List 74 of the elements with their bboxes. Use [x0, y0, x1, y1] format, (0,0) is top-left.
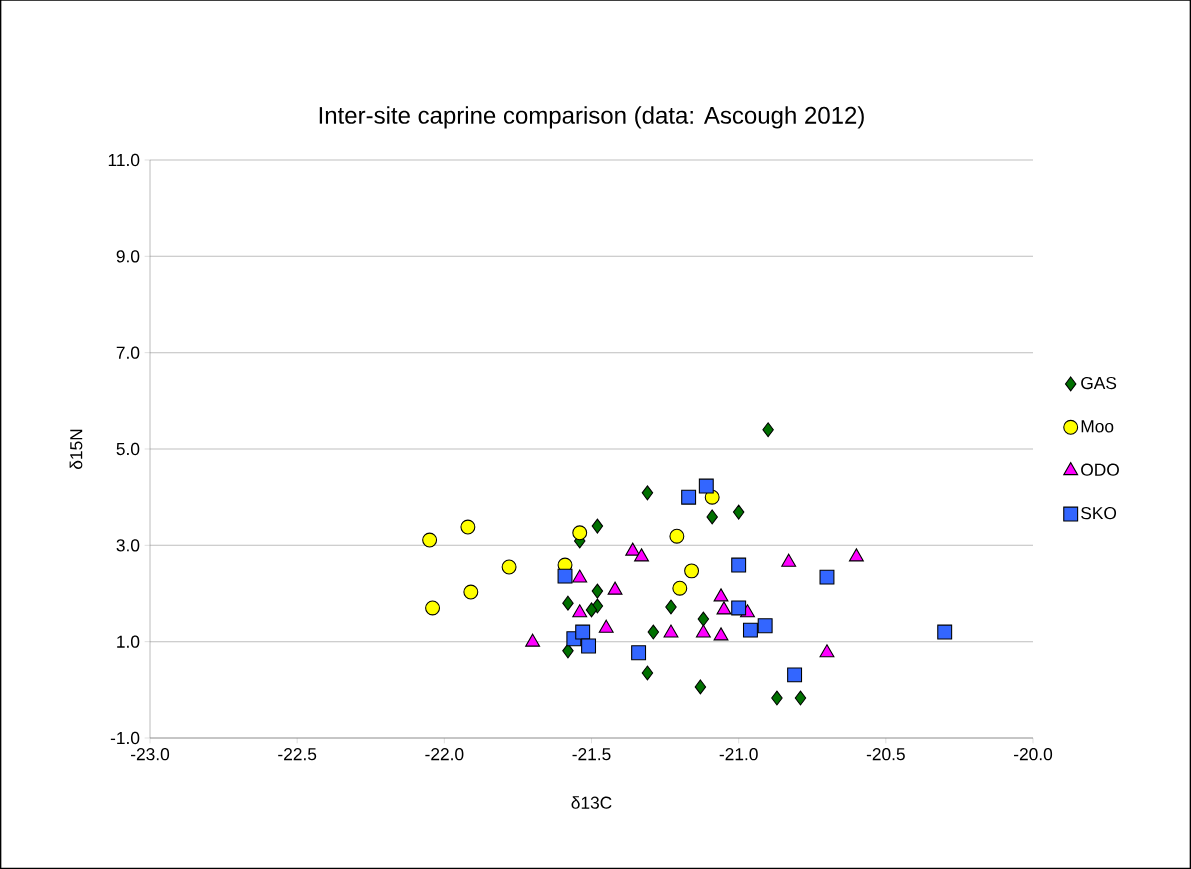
point — [625, 542, 641, 556]
point — [641, 665, 654, 681]
point — [665, 599, 677, 615]
point — [672, 580, 688, 596]
point — [697, 611, 710, 627]
y-axis-title: δ15N — [69, 429, 83, 469]
point — [607, 581, 623, 595]
point — [647, 624, 660, 640]
point — [669, 528, 685, 544]
x-tick-label: -23.0 — [131, 748, 170, 761]
y-tick-label: -1.0 — [110, 731, 140, 745]
chart-title: Inter-site caprine comparison (data: Ascough 2012) — [319, 106, 864, 129]
point — [591, 518, 604, 534]
point — [572, 525, 588, 541]
y-tick-label: 9.0 — [116, 250, 140, 263]
point — [422, 532, 438, 548]
point — [731, 600, 747, 616]
point — [572, 604, 588, 618]
legend-label: ODO — [1081, 463, 1119, 476]
point — [732, 504, 745, 520]
point — [663, 624, 679, 638]
point — [460, 519, 476, 535]
x-axis-title: δ13C — [571, 796, 612, 809]
point — [557, 568, 573, 584]
point — [501, 559, 517, 575]
x-tick-label: -21.5 — [572, 748, 611, 761]
x-tick-label: -20.0 — [1014, 748, 1053, 761]
point — [771, 690, 783, 706]
point — [698, 478, 714, 494]
legend-label: SKO — [1081, 507, 1117, 520]
point — [525, 633, 541, 647]
point — [575, 624, 591, 640]
x-tick-label: -20.5 — [866, 748, 905, 761]
point — [781, 553, 797, 567]
x-tick-label: -22.0 — [425, 748, 464, 761]
y-tick-label: 1.0 — [117, 635, 140, 648]
point — [706, 509, 718, 525]
point — [681, 489, 697, 505]
point — [585, 602, 598, 618]
point — [631, 645, 647, 661]
y-tick-label: 11.0 — [108, 153, 140, 167]
point — [425, 600, 441, 616]
point — [848, 548, 864, 562]
point — [787, 667, 803, 683]
point — [713, 627, 729, 641]
legend-label: GAS — [1081, 376, 1117, 390]
point — [581, 638, 597, 654]
y-tick-label: 3.0 — [116, 539, 140, 552]
point — [695, 624, 711, 638]
point — [641, 485, 654, 501]
point — [794, 690, 807, 706]
point — [562, 643, 574, 659]
point — [757, 618, 773, 634]
point — [591, 583, 604, 599]
point — [713, 588, 729, 602]
point — [694, 679, 707, 695]
point — [572, 569, 588, 583]
point — [684, 563, 700, 579]
y-tick-label: 5.0 — [116, 442, 140, 456]
point — [463, 584, 479, 600]
point — [742, 622, 758, 638]
point — [819, 569, 835, 585]
point — [937, 624, 953, 640]
x-tick-label: -21.0 — [719, 748, 758, 761]
x-tick-label: -22.5 — [278, 748, 317, 761]
y-tick-label: 7.0 — [116, 346, 140, 359]
point — [762, 422, 774, 438]
point — [598, 619, 614, 633]
legend-label: Moo — [1081, 420, 1114, 433]
point — [634, 548, 650, 562]
point — [562, 595, 574, 611]
point — [819, 644, 835, 658]
point — [731, 557, 747, 573]
point — [716, 601, 732, 615]
